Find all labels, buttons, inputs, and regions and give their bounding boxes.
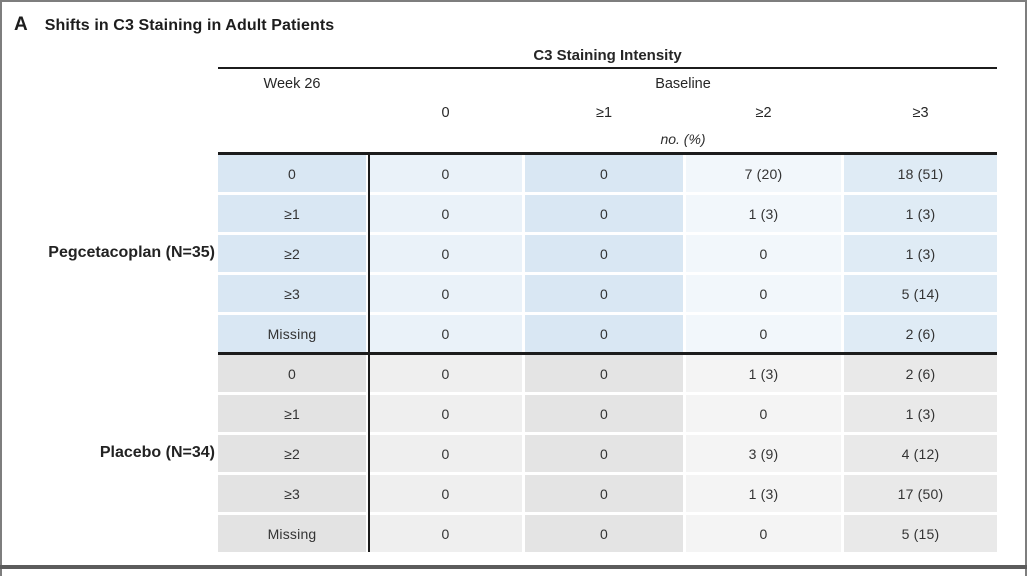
header-rule: [218, 67, 997, 69]
col-axis-label: Baseline: [655, 76, 711, 92]
value-cell: 18 (51): [844, 155, 997, 192]
value-cell: 0: [686, 275, 841, 312]
group-label-placebo: Placebo (N=34): [99, 444, 215, 461]
value-cell: 1 (3): [844, 195, 997, 232]
value-cell: 0: [369, 235, 522, 272]
value-cell: 0: [686, 395, 841, 432]
value-cell: 0: [525, 515, 683, 552]
shift-table: C3 Staining Intensity Week 26 Baseline 0…: [218, 44, 997, 556]
value-cell: 1 (3): [844, 395, 997, 432]
value-cell: 0: [686, 515, 841, 552]
value-cell: 0: [369, 435, 522, 472]
value-cell: 0: [369, 475, 522, 512]
value-cell: 2 (6): [844, 315, 997, 352]
row-label: ≥2: [218, 435, 366, 472]
column-header-0: 0: [441, 105, 450, 121]
value-cell: 0: [525, 275, 683, 312]
value-cell: 1 (3): [686, 475, 841, 512]
table-title: C3 Staining Intensity: [533, 47, 682, 64]
row-label: ≥2: [218, 235, 366, 272]
value-cell: 1 (3): [686, 355, 841, 392]
panel-title: Shifts in C3 Staining in Adult Patients: [44, 17, 335, 34]
value-cell: 1 (3): [686, 195, 841, 232]
value-cell: 3 (9): [686, 435, 841, 472]
value-cell: 0: [369, 395, 522, 432]
value-cell: 5 (15): [844, 515, 997, 552]
value-cell: 4 (12): [844, 435, 997, 472]
value-cell: 0: [369, 355, 522, 392]
value-cell: 0: [369, 195, 522, 232]
column-header-row: 0 ≥1 ≥2 ≥3: [218, 103, 997, 123]
row-label: ≥3: [218, 275, 366, 312]
column-header-2: ≥2: [755, 105, 772, 121]
row-label: 0: [218, 355, 366, 392]
value-cell: 1 (3): [844, 235, 997, 272]
column-divider-line: [368, 152, 370, 552]
panel-divider-bar: [0, 565, 1027, 569]
value-cell: 0: [369, 315, 522, 352]
panel-header: A Shifts in C3 Staining in Adult Patient…: [14, 14, 334, 36]
value-cell: 17 (50): [844, 475, 997, 512]
value-cell: 0: [686, 315, 841, 352]
row-label: 0: [218, 155, 366, 192]
row-label: ≥3: [218, 475, 366, 512]
value-cell: 0: [369, 515, 522, 552]
row-label: Missing: [218, 515, 366, 552]
value-cell: 0: [525, 235, 683, 272]
unit-label: no. (%): [660, 131, 706, 147]
value-cell: 0: [525, 475, 683, 512]
group-divider-line: [218, 352, 997, 355]
row-label: ≥1: [218, 395, 366, 432]
row-axis-label: Week 26: [263, 76, 321, 92]
value-cell: 0: [369, 275, 522, 312]
group-label-pegcetacoplan: Pegcetacoplan (N=35): [48, 244, 215, 261]
row-label: Missing: [218, 315, 366, 352]
panel-letter: A: [14, 14, 28, 35]
value-cell: 0: [525, 355, 683, 392]
value-cell: 0: [686, 235, 841, 272]
table-top-rule: [218, 152, 997, 155]
value-cell: 2 (6): [844, 355, 997, 392]
value-cell: 5 (14): [844, 275, 997, 312]
axis-label-row: Week 26 Baseline: [218, 74, 997, 94]
value-cell: 0: [525, 395, 683, 432]
value-cell: 0: [369, 155, 522, 192]
row-label: ≥1: [218, 195, 366, 232]
value-cell: 0: [525, 155, 683, 192]
value-cell: 0: [525, 195, 683, 232]
column-header-1: ≥1: [595, 105, 613, 121]
column-header-3: ≥3: [912, 105, 929, 121]
column-header-spacer: [218, 103, 366, 123]
value-cell: 0: [525, 315, 683, 352]
value-cell: 0: [525, 435, 683, 472]
value-cell: 7 (20): [686, 155, 841, 192]
